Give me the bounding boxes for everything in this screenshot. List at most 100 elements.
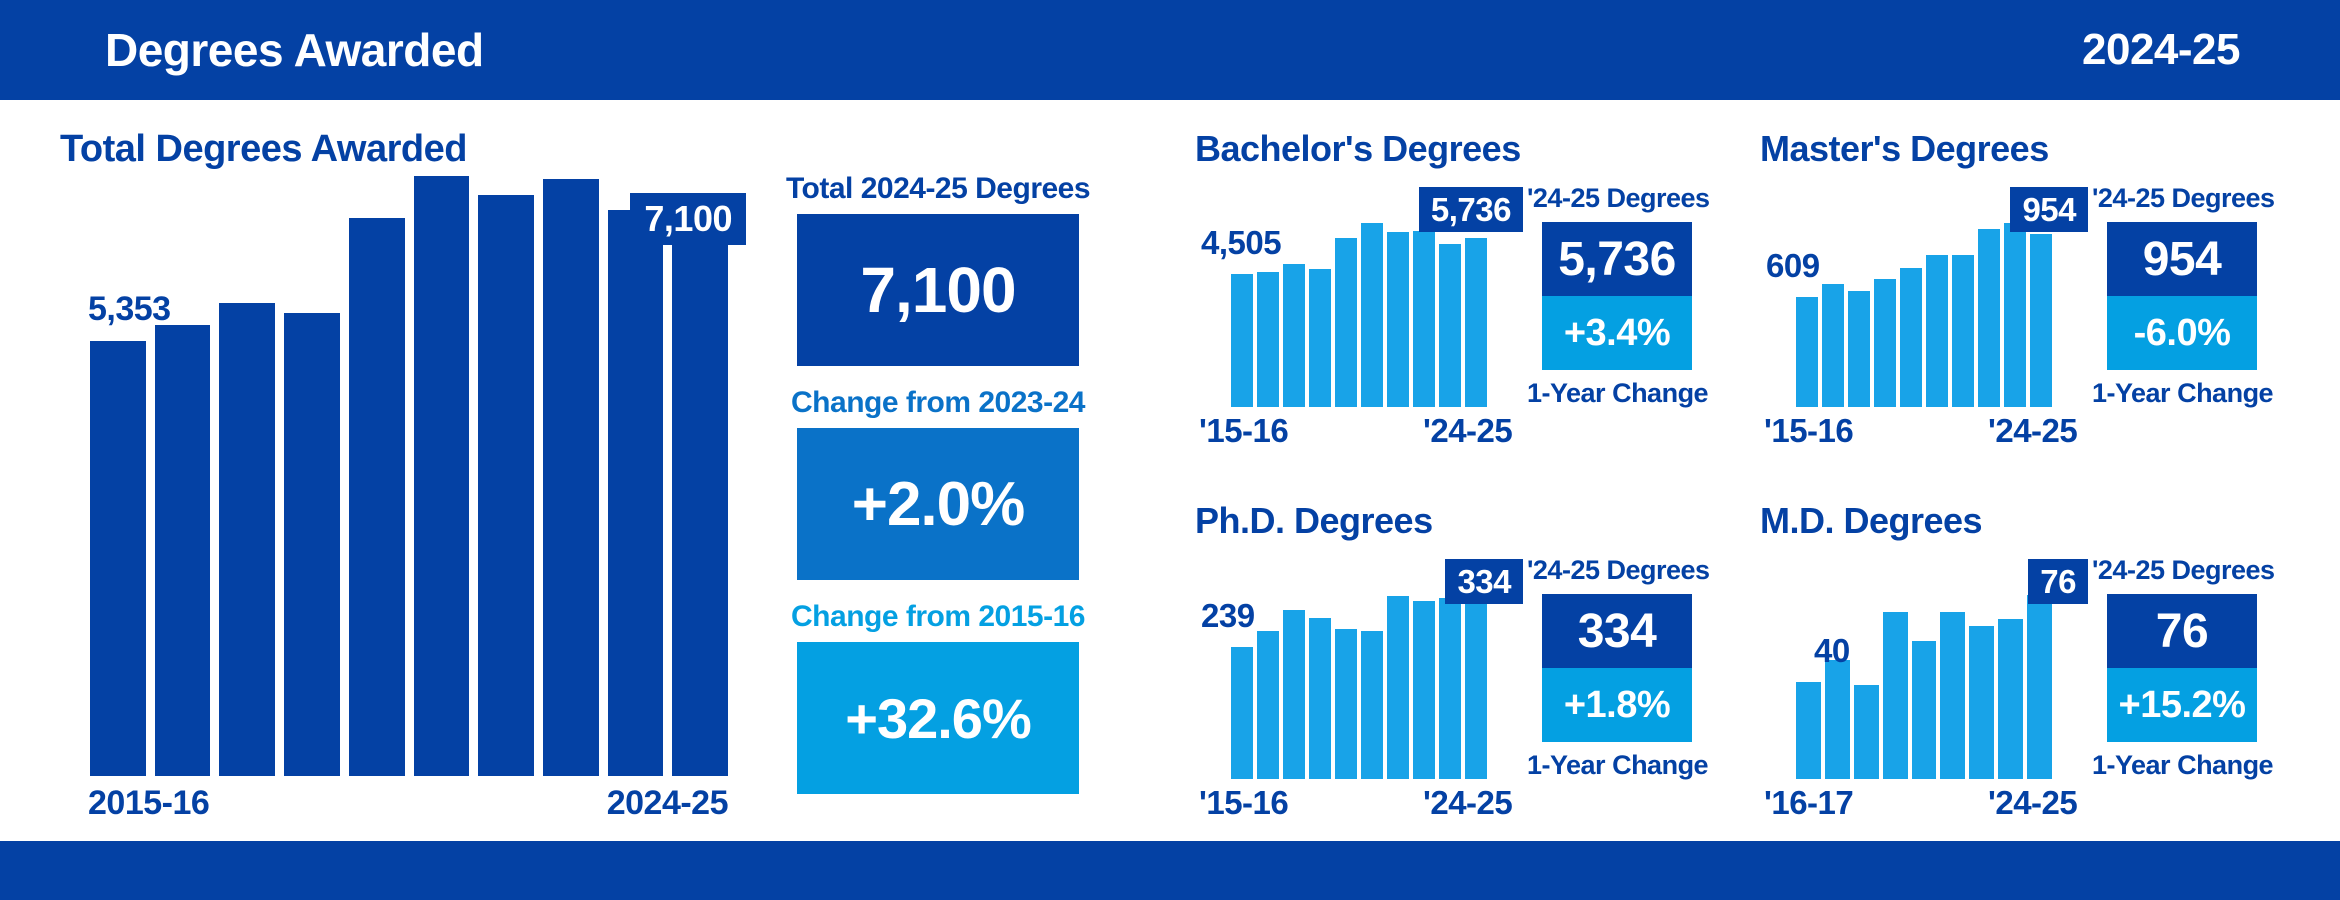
md-bar [1824, 660, 1850, 779]
bachelors-latest-value-badge: 5,736 [1418, 187, 1523, 232]
masters-bar [1952, 255, 1974, 407]
masters-bar [1796, 296, 1818, 407]
total-chart-title: Total Degrees Awarded [60, 128, 467, 170]
md-bar [1998, 619, 2024, 779]
masters-title: Master's Degrees [1760, 128, 2049, 169]
bachelors-bar [1465, 238, 1487, 407]
bachelors-title: Bachelor's Degrees [1195, 128, 1521, 169]
bachelors-stat-value: 5,736 [1542, 222, 1692, 296]
summary-10yr-change-label: Change from 2015-16 [791, 600, 1085, 633]
masters-bar [2030, 234, 2052, 407]
phd-stat-label: '24-25 Degrees [1527, 555, 1710, 585]
md-stat-change: +15.2% [2107, 668, 2257, 742]
bachelors-bar [1335, 238, 1357, 407]
md-bar [1911, 641, 1937, 779]
phd-bar [1283, 609, 1305, 779]
md-bar-chart: 40 76 [1796, 559, 2088, 779]
total-x-end-label: 2024-25 [606, 784, 729, 822]
phd-title: Ph.D. Degrees [1195, 500, 1433, 541]
md-bar [1853, 684, 1879, 779]
total-bar [413, 176, 470, 776]
md-stat-block: '24-25 Degrees 76 +15.2% 1-Year Change [2092, 555, 2275, 781]
phd-bar [1309, 617, 1331, 779]
bachelors-bar [1439, 243, 1461, 407]
masters-bar-chart: 609 954 [1766, 187, 2088, 407]
total-x-axis: 2015-16 2024-25 [88, 784, 729, 823]
bachelors-bar [1387, 232, 1409, 407]
md-panel: M.D. Degrees 40 76 '16-17 '24-25 '24-25 … [1760, 500, 2290, 850]
header-year-label: 2024-25 [2082, 25, 2240, 74]
bachelors-stat-change: +3.4% [1542, 296, 1692, 370]
masters-bar [1926, 255, 1948, 407]
total-bar [542, 179, 599, 776]
masters-bar [1978, 228, 2000, 407]
summary-10yr-change-value: +32.6% [797, 642, 1079, 794]
md-stat-change-label: 1-Year Change [2092, 750, 2274, 780]
md-stat-value: 76 [2107, 594, 2257, 668]
total-degrees-bar-chart: 5,353 7,100 [88, 176, 746, 776]
md-bar [2027, 595, 2053, 779]
md-latest-value-badge: 76 [2028, 559, 2088, 604]
total-latest-value-badge: 7,100 [630, 193, 746, 245]
bachelors-bar-chart: 4,505 5,736 [1201, 187, 1523, 407]
bachelors-bar [1309, 269, 1331, 407]
bachelors-bar [1413, 230, 1435, 407]
masters-stat-block: '24-25 Degrees 954 -6.0% 1-Year Change [2092, 183, 2275, 409]
phd-first-year-value: 239 [1201, 597, 1255, 635]
md-x-start-label: '16-17 [1764, 784, 1854, 821]
masters-stat-change: -6.0% [2107, 296, 2257, 370]
phd-bar [1257, 631, 1279, 779]
summary-1yr-change-value: +2.0% [797, 428, 1079, 580]
summary-total-label: Total 2024-25 Degrees [785, 172, 1091, 205]
page-title: Degrees Awarded [105, 24, 484, 76]
total-x-start-label: 2015-16 [88, 784, 210, 822]
bachelors-bar [1257, 272, 1279, 407]
md-bar [1969, 626, 1995, 779]
masters-x-start-label: '15-16 [1764, 412, 1854, 449]
summary-column: Total 2024-25 Degrees 7,100 Change from … [763, 172, 1113, 814]
phd-bar [1231, 647, 1253, 779]
md-bar [1796, 682, 1821, 779]
masters-bar [1874, 278, 1896, 407]
phd-bar [1413, 600, 1435, 779]
total-bar [607, 210, 664, 776]
md-title: M.D. Degrees [1760, 500, 1983, 541]
bachelors-stat-label: '24-25 Degrees [1527, 183, 1710, 213]
masters-bar [1822, 283, 1844, 407]
phd-panel: Ph.D. Degrees 239 334 '15-16 '24-25 '24-… [1195, 500, 1725, 850]
bachelors-bar [1283, 264, 1305, 407]
masters-latest-value-badge: 954 [2010, 187, 2088, 232]
phd-bar [1387, 596, 1409, 779]
bachelors-stat-change-label: 1-Year Change [1527, 378, 1709, 408]
bachelors-x-end-label: '24-25 [1423, 412, 1513, 449]
phd-bar [1335, 629, 1357, 779]
md-stat-label: '24-25 Degrees [2092, 555, 2275, 585]
masters-bar [2004, 223, 2026, 407]
header-bar: Degrees Awarded 2024-25 [0, 0, 2340, 100]
masters-bar [1848, 291, 1870, 407]
total-bar [219, 302, 276, 776]
footer-bar [0, 841, 2340, 900]
md-first-year-value: 40 [1814, 632, 1850, 670]
summary-1yr-change-label: Change from 2023-24 [791, 386, 1085, 419]
phd-x-start-label: '15-16 [1199, 784, 1289, 821]
md-bar [1882, 611, 1908, 779]
bachelors-first-year-value: 4,505 [1201, 224, 1282, 262]
total-bar [348, 218, 405, 776]
masters-stat-value: 954 [2107, 222, 2257, 296]
masters-x-end-label: '24-25 [1988, 412, 2078, 449]
phd-bar [1361, 631, 1383, 779]
total-first-year-value: 5,353 [88, 289, 171, 328]
phd-bar [1465, 595, 1487, 779]
bachelors-bar [1231, 274, 1253, 407]
phd-bar-chart: 239 334 [1201, 559, 1523, 779]
summary-total-value: 7,100 [797, 214, 1079, 366]
masters-bar [1900, 267, 1922, 407]
phd-stat-change-label: 1-Year Change [1527, 750, 1709, 780]
masters-panel: Master's Degrees 609 954 '15-16 '24-25 '… [1760, 128, 2290, 478]
phd-bar [1439, 598, 1461, 779]
phd-stat-change: +1.8% [1542, 668, 1692, 742]
bachelors-bar [1361, 223, 1383, 407]
phd-x-end-label: '24-25 [1423, 784, 1513, 821]
